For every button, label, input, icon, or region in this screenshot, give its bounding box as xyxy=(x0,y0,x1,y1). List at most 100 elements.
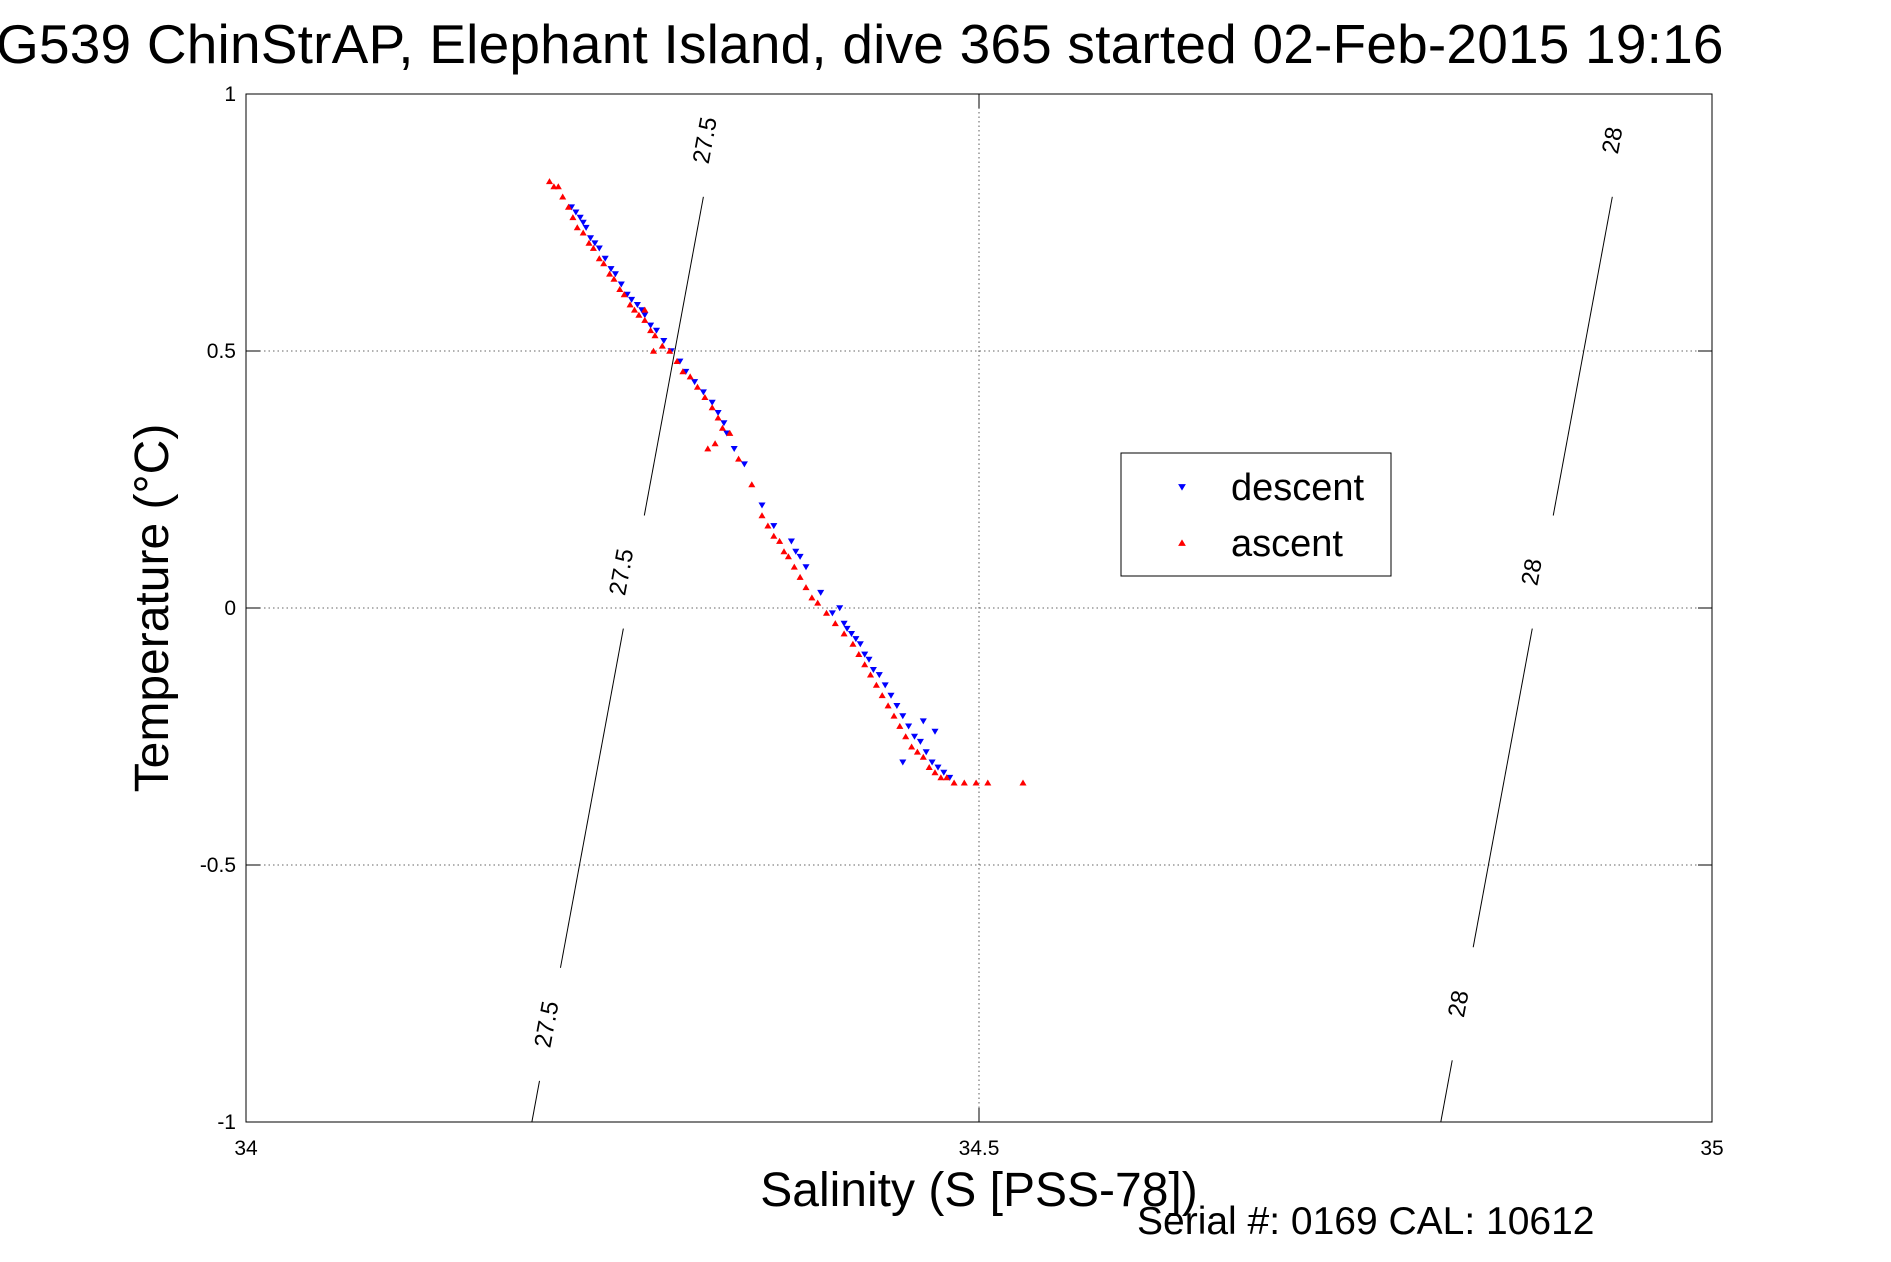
ascent-point xyxy=(641,316,649,323)
descent-point xyxy=(714,409,722,416)
descent-point xyxy=(910,733,919,740)
x-tick-label: 34 xyxy=(234,1137,258,1160)
descent-point xyxy=(633,301,641,308)
ascent-point xyxy=(564,203,573,210)
descent-point xyxy=(691,379,699,386)
ascent-point xyxy=(735,455,743,462)
ascent-point xyxy=(595,255,603,262)
descent-point xyxy=(708,399,716,406)
descent-point xyxy=(919,718,927,725)
contour-label: 28 xyxy=(1443,988,1474,1019)
ascent-point xyxy=(579,229,587,236)
contour-line xyxy=(643,196,704,516)
contour-line xyxy=(1552,196,1613,516)
grid-lines xyxy=(245,93,1713,1123)
descent-point xyxy=(887,692,895,699)
ascent-point xyxy=(784,553,792,560)
contour-label: 28 xyxy=(1516,557,1547,588)
ascent-point xyxy=(708,404,716,411)
descent-point xyxy=(611,271,619,278)
descent-point xyxy=(861,651,869,658)
ascent-point xyxy=(711,440,719,447)
ascent-point xyxy=(814,599,822,606)
descent-point xyxy=(869,666,877,673)
descent-point xyxy=(647,322,655,329)
x-axis-label: Salinity (S [PSS-78]) xyxy=(760,1164,1197,1217)
ascent-point xyxy=(554,183,562,190)
contour-label: 28 xyxy=(1597,125,1628,156)
descent-point xyxy=(843,625,851,632)
descent-point xyxy=(601,255,609,262)
ascent-point xyxy=(780,548,788,555)
descent-point xyxy=(770,523,778,530)
ascent-point xyxy=(658,342,666,349)
ascent-point xyxy=(704,445,712,452)
ascent-point xyxy=(950,779,958,786)
ascent-point xyxy=(937,774,945,781)
descent-point xyxy=(792,548,800,555)
descent-point xyxy=(740,461,748,468)
ascent-point xyxy=(972,779,980,786)
descent-point xyxy=(828,610,836,617)
ascent-point xyxy=(831,620,839,627)
legend-entry-descent: descent xyxy=(1231,467,1365,509)
ascent-point xyxy=(686,373,694,380)
descent-point xyxy=(931,728,939,735)
contour-label: 27.5 xyxy=(688,115,723,166)
descent-point xyxy=(796,553,804,560)
ascent-point xyxy=(726,429,734,436)
descent-point xyxy=(836,605,844,612)
descent-point xyxy=(699,389,707,396)
ascent-point xyxy=(908,743,916,750)
axis-ticks: 34 34.5 35 -1 -0.5 0 0.5 1 xyxy=(200,83,1724,1160)
ascent-point xyxy=(651,332,659,339)
contour-label: 27.5 xyxy=(529,999,564,1050)
ascent-point xyxy=(635,311,643,318)
density-contours: 27.5 27.5 27.5 28 28 28 xyxy=(529,115,1629,1123)
contour-line xyxy=(531,1080,540,1123)
descent-point xyxy=(787,538,795,545)
descent-point xyxy=(852,636,860,643)
ascent-point xyxy=(808,594,816,601)
descent-point xyxy=(720,420,728,427)
contour-line xyxy=(559,628,624,968)
ascent-point xyxy=(559,193,567,200)
descent-point xyxy=(628,296,636,303)
x-tick-label: 35 xyxy=(1700,1137,1723,1160)
legend-marker-descent xyxy=(1178,484,1186,491)
ascent-point xyxy=(701,394,709,401)
ascent-point xyxy=(573,224,581,231)
descent-point xyxy=(582,224,590,231)
x-tick-label: 34.5 xyxy=(959,1137,1000,1160)
descent-point xyxy=(802,564,810,571)
contour-line xyxy=(1472,628,1533,948)
y-tick-label: -0.5 xyxy=(200,854,236,877)
descent-point xyxy=(865,656,873,663)
descent-point xyxy=(660,337,668,344)
descent-point xyxy=(928,759,936,766)
descent-point xyxy=(617,281,625,288)
ascent-point xyxy=(748,481,756,488)
ascent-point xyxy=(764,522,772,529)
ascent-point xyxy=(984,779,992,786)
ascent-point xyxy=(589,244,597,251)
descent-point xyxy=(730,445,738,452)
descent-point xyxy=(576,214,584,221)
ascent-point xyxy=(931,769,939,776)
ascent-point xyxy=(790,563,798,570)
descent-point xyxy=(875,672,883,679)
legend: descent ascent xyxy=(1120,452,1392,577)
ascent-point xyxy=(796,573,804,580)
y-axis-label: Temperature (°C) xyxy=(126,424,179,793)
ascent-point xyxy=(641,306,649,313)
ascent-point xyxy=(960,779,968,786)
descent-point xyxy=(893,702,901,709)
ascent-point xyxy=(718,424,727,431)
ascent-point xyxy=(802,584,810,591)
descent-point xyxy=(916,738,924,745)
legend-entry-ascent: ascent xyxy=(1231,523,1343,565)
ascent-point xyxy=(776,537,784,544)
descent-point xyxy=(847,630,856,637)
ascent-point xyxy=(666,347,674,354)
